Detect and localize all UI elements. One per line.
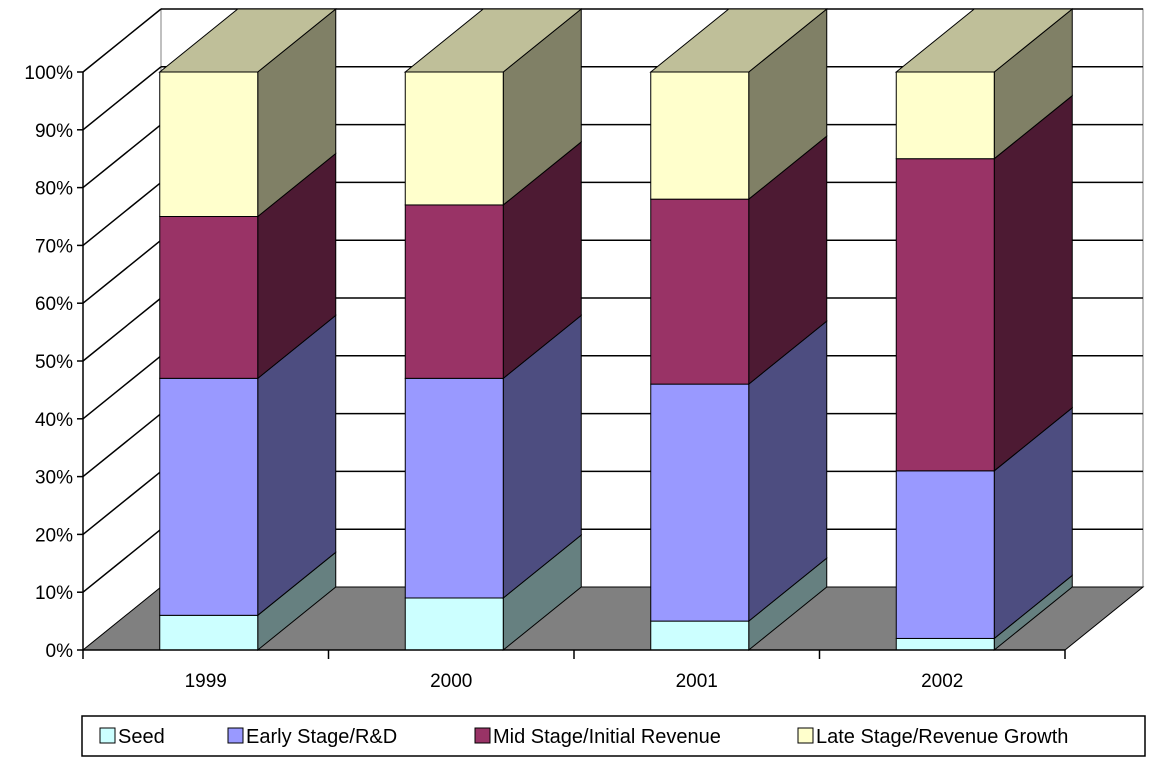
bar-top-2000 (403, 8, 583, 73)
bar-2002 (894, 7, 1074, 652)
x-tick-label: 1999 (185, 671, 227, 692)
y-tick-label: 0% (46, 641, 74, 662)
bar-segment-2001-mid-stage-initial-revenue (650, 198, 750, 385)
bar-1999 (158, 7, 338, 652)
y-tick-label: 70% (35, 236, 73, 257)
gridline-side (82, 297, 162, 362)
bar-segment-1999-mid-stage-initial-revenue (159, 216, 259, 379)
gridline-side (82, 413, 162, 478)
y-tick-label: 60% (35, 294, 73, 315)
x-tick-label: 2000 (430, 671, 472, 692)
gridline-side (82, 470, 162, 535)
bar-top-2002 (894, 8, 1074, 73)
legend-swatch-late-stage-revenue-growth (797, 727, 814, 744)
bar-top-1999 (158, 8, 338, 73)
bar-segment-2000-mid-stage-initial-revenue (404, 204, 504, 379)
bar-segment-2000-late-stage-revenue-growth (404, 71, 504, 206)
gridline-side (82, 355, 162, 420)
bar-segment-2001-seed (650, 620, 750, 651)
axes: 0% 10% 20% 30% 40% 50% 60% 70% 80% 90% 100% 1999 200… (24, 63, 1066, 692)
y-tick-label: 80% (35, 179, 73, 200)
gridline-side (82, 239, 162, 304)
bar-segment-1999-early-stage-r-d (159, 377, 259, 616)
y-tick-label: 100% (24, 63, 73, 84)
bar-segment-2002-seed (895, 637, 995, 651)
bar-segment-2002-mid-stage-initial-revenue (895, 158, 995, 472)
x-tick-label: 2001 (676, 671, 718, 692)
legend: Seed Early Stage/R&D Mid Stage/Initial Rev… (81, 715, 1146, 757)
y-tick-label: 10% (35, 583, 73, 604)
legend-swatch-mid-stage-initial-revenue (474, 727, 491, 744)
y-tick-label: 20% (35, 525, 73, 546)
gridline-side (82, 66, 162, 131)
x-tick-label: 2002 (921, 671, 963, 692)
y-tick-label: 90% (35, 121, 73, 142)
bar-2000 (403, 7, 583, 652)
bar-segment-2000-seed (404, 597, 504, 651)
bar-segment-2001-late-stage-revenue-growth (650, 71, 750, 200)
bar-segment-2002-late-stage-revenue-growth (895, 71, 995, 160)
gridline-side (82, 528, 162, 593)
bar-segment-1999-late-stage-revenue-growth (159, 71, 259, 217)
bar-segment-2000-early-stage-r-d (404, 377, 504, 599)
gridline-side (82, 124, 162, 189)
legend-swatch-early-stage-r-d (227, 727, 244, 744)
bar-segment-1999-seed (159, 614, 259, 651)
bar-segment-2001-early-stage-r-d (650, 383, 750, 622)
bars (158, 7, 1074, 652)
y-tick-label: 40% (35, 410, 73, 431)
gridline-side (82, 8, 162, 73)
legend-label-mid-stage-initial-revenue: Mid Stage/Initial Revenue (493, 726, 721, 748)
y-tick-label: 30% (35, 468, 73, 489)
bar-top-2001 (649, 8, 829, 73)
bar-2001 (649, 7, 829, 652)
legend-swatch-seed (99, 727, 116, 744)
bar-side-2002-mid-stage-initial-revenue (993, 94, 1073, 472)
y-tick-label: 50% (35, 352, 73, 373)
legend-label-early-stage-r-d: Early Stage/R&D (246, 726, 397, 748)
gridline-side (82, 181, 162, 246)
legend-label-seed: Seed (118, 726, 165, 748)
legend-box (81, 715, 1146, 757)
bar-segment-2002-early-stage-r-d (895, 470, 995, 639)
legend-label-late-stage-revenue-growth: Late Stage/Revenue Growth (816, 726, 1068, 748)
